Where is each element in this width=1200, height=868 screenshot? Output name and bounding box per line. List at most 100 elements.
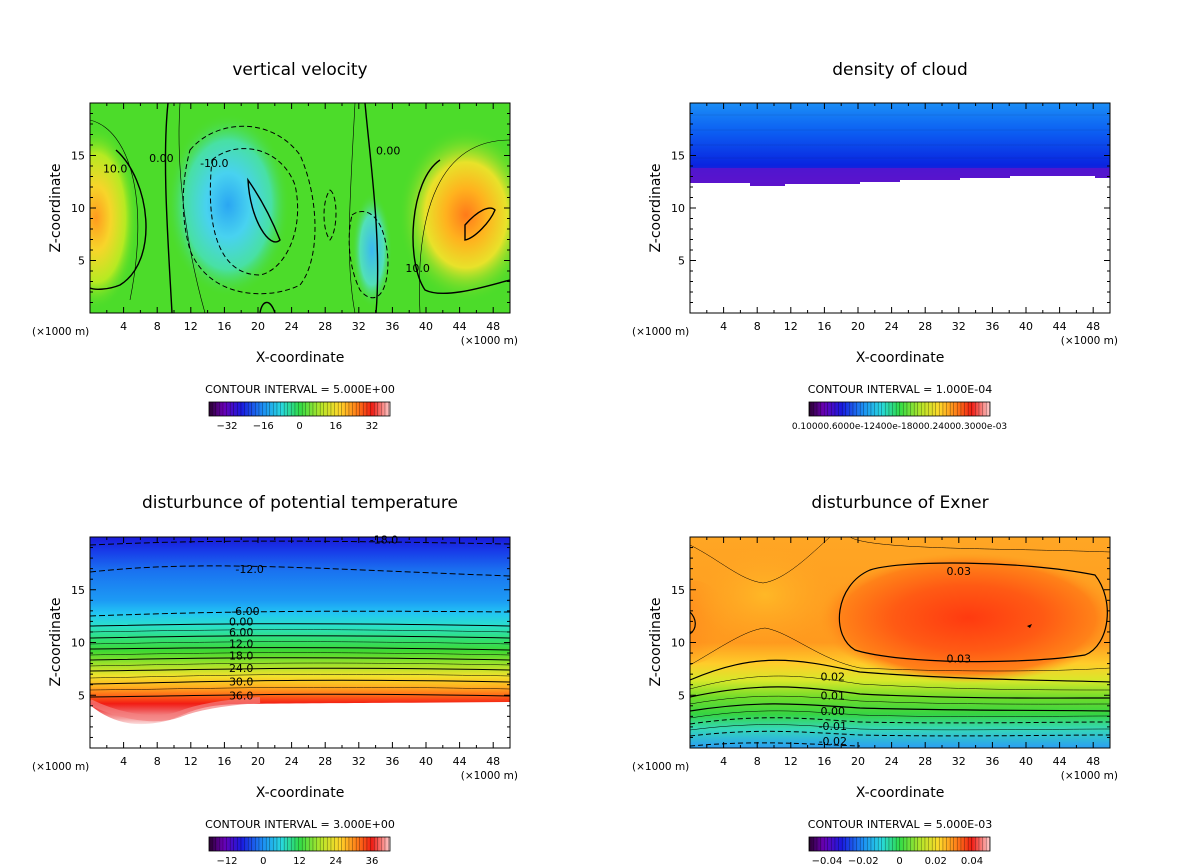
x-tick-label: 28 <box>918 755 932 768</box>
x-tick-label: 32 <box>352 320 366 333</box>
x-tick-label: 16 <box>817 755 831 768</box>
x-tick-label: 48 <box>486 320 500 333</box>
colorbar-label: 0.04 <box>961 856 983 867</box>
colorbar-label: 0 <box>896 856 902 867</box>
x-tick-label: 40 <box>419 320 433 333</box>
contour-interval: CONTOUR INTERVAL = 1.000E-04 <box>808 383 992 396</box>
y-tick-label: 5 <box>678 255 685 268</box>
colorbar-label: −12 <box>216 856 237 867</box>
colorbar-label: 0 <box>260 856 266 867</box>
x-tick-label: 24 <box>285 320 299 333</box>
colorbar-label: −32 <box>216 421 237 432</box>
colorbar-label: 24 <box>329 856 342 867</box>
x-tick-label: 4 <box>720 320 727 333</box>
x-unit-right: (×1000 m) <box>1061 770 1118 782</box>
x-unit-left: (×1000 m) <box>32 761 89 773</box>
y-axis-label: Z-coordinate <box>648 597 664 686</box>
y-axis-label: Z-coordinate <box>648 163 664 252</box>
x-tick-label: 40 <box>1019 755 1033 768</box>
x-tick-label: 16 <box>217 755 231 768</box>
x-tick-label: 36 <box>985 320 999 333</box>
colorbar-label: 36 <box>366 856 379 867</box>
colorbar-label: 0.02 <box>925 856 947 867</box>
contour-label: 10.0 <box>405 262 430 275</box>
contour-label: 18.0 <box>229 649 254 662</box>
x-unit-right: (×1000 m) <box>461 770 518 782</box>
colorbar-label: −0.02 <box>848 856 879 867</box>
x-axis-label: X-coordinate <box>856 350 945 366</box>
x-tick-label: 4 <box>120 755 127 768</box>
x-tick-label: 36 <box>385 755 399 768</box>
contour-label: 0.02 <box>821 670 846 683</box>
colorbar-label: 16 <box>329 421 342 432</box>
y-tick-label: 15 <box>71 584 85 597</box>
colorbar <box>808 836 991 852</box>
x-tick-label: 12 <box>784 320 798 333</box>
x-unit-right: (×1000 m) <box>461 335 518 347</box>
x-tick-label: 20 <box>851 320 865 333</box>
contour-label: 0.01 <box>821 689 846 702</box>
contour-label: -6.00 <box>231 605 259 618</box>
y-tick-label: 15 <box>71 150 85 163</box>
x-tick-label: 40 <box>419 755 433 768</box>
x-axis-label: X-coordinate <box>856 785 945 801</box>
contour-label: 0.00 <box>376 144 401 157</box>
x-tick-label: 20 <box>851 755 865 768</box>
contour-interval: CONTOUR INTERVAL = 5.000E+00 <box>205 383 395 396</box>
y-tick-label: 15 <box>671 584 685 597</box>
contour-label: 0.00 <box>821 705 846 718</box>
contour-interval: CONTOUR INTERVAL = 5.000E-03 <box>808 818 992 831</box>
x-tick-label: 12 <box>184 755 198 768</box>
y-axis-label: Z-coordinate <box>48 597 64 686</box>
x-tick-label: 48 <box>1086 320 1100 333</box>
x-tick-label: 40 <box>1019 320 1033 333</box>
x-tick-label: 16 <box>217 320 231 333</box>
x-tick-label: 44 <box>1053 755 1067 768</box>
panel-title: density of cloud <box>832 60 968 80</box>
colorbar <box>208 836 391 852</box>
x-tick-label: 24 <box>285 755 299 768</box>
x-tick-label: 36 <box>385 320 399 333</box>
contour-label: 10.0 <box>103 162 128 175</box>
y-tick-label: 5 <box>678 689 685 702</box>
x-tick-label: 48 <box>1086 755 1100 768</box>
y-tick-label: 10 <box>71 637 85 650</box>
x-tick-label: 4 <box>720 755 727 768</box>
x-axis-label: X-coordinate <box>256 785 345 801</box>
contour-label: -12.0 <box>235 563 263 576</box>
x-unit-right: (×1000 m) <box>1061 335 1118 347</box>
contour-label: 24.0 <box>229 662 254 675</box>
y-tick-label: 5 <box>78 689 85 702</box>
x-tick-label: 28 <box>918 320 932 333</box>
x-tick-label: 24 <box>885 320 899 333</box>
colorbar-label: −0.04 <box>812 856 843 867</box>
x-tick-label: 4 <box>120 320 127 333</box>
x-tick-label: 28 <box>318 755 332 768</box>
x-tick-label: 8 <box>754 320 761 333</box>
contour-label: -0.01 <box>819 720 847 733</box>
colorbar-label: 0.10000.6000e-12400e-18000.24000.3000e-0… <box>792 422 1007 432</box>
x-tick-label: 32 <box>952 755 966 768</box>
y-tick-label: 10 <box>671 202 685 215</box>
field-vertical-velocity <box>90 103 510 313</box>
contour-label: 0.00 <box>229 616 254 629</box>
x-tick-label: 12 <box>784 755 798 768</box>
x-tick-label: 44 <box>1053 320 1067 333</box>
field-potential-temperature <box>90 537 510 748</box>
panel-title: disturbunce of potential temperature <box>142 493 458 513</box>
field-exner <box>690 537 1110 748</box>
contour-label: 6.00 <box>229 626 254 639</box>
x-tick-label: 12 <box>184 320 198 333</box>
y-tick-label: 10 <box>671 637 685 650</box>
x-tick-label: 8 <box>154 755 161 768</box>
x-tick-label: 44 <box>453 320 467 333</box>
y-axis-label: Z-coordinate <box>48 163 64 252</box>
panel-title: vertical velocity <box>232 60 367 80</box>
contour-label: 0.03 <box>947 565 972 578</box>
x-tick-label: 20 <box>251 755 265 768</box>
x-tick-label: 16 <box>817 320 831 333</box>
